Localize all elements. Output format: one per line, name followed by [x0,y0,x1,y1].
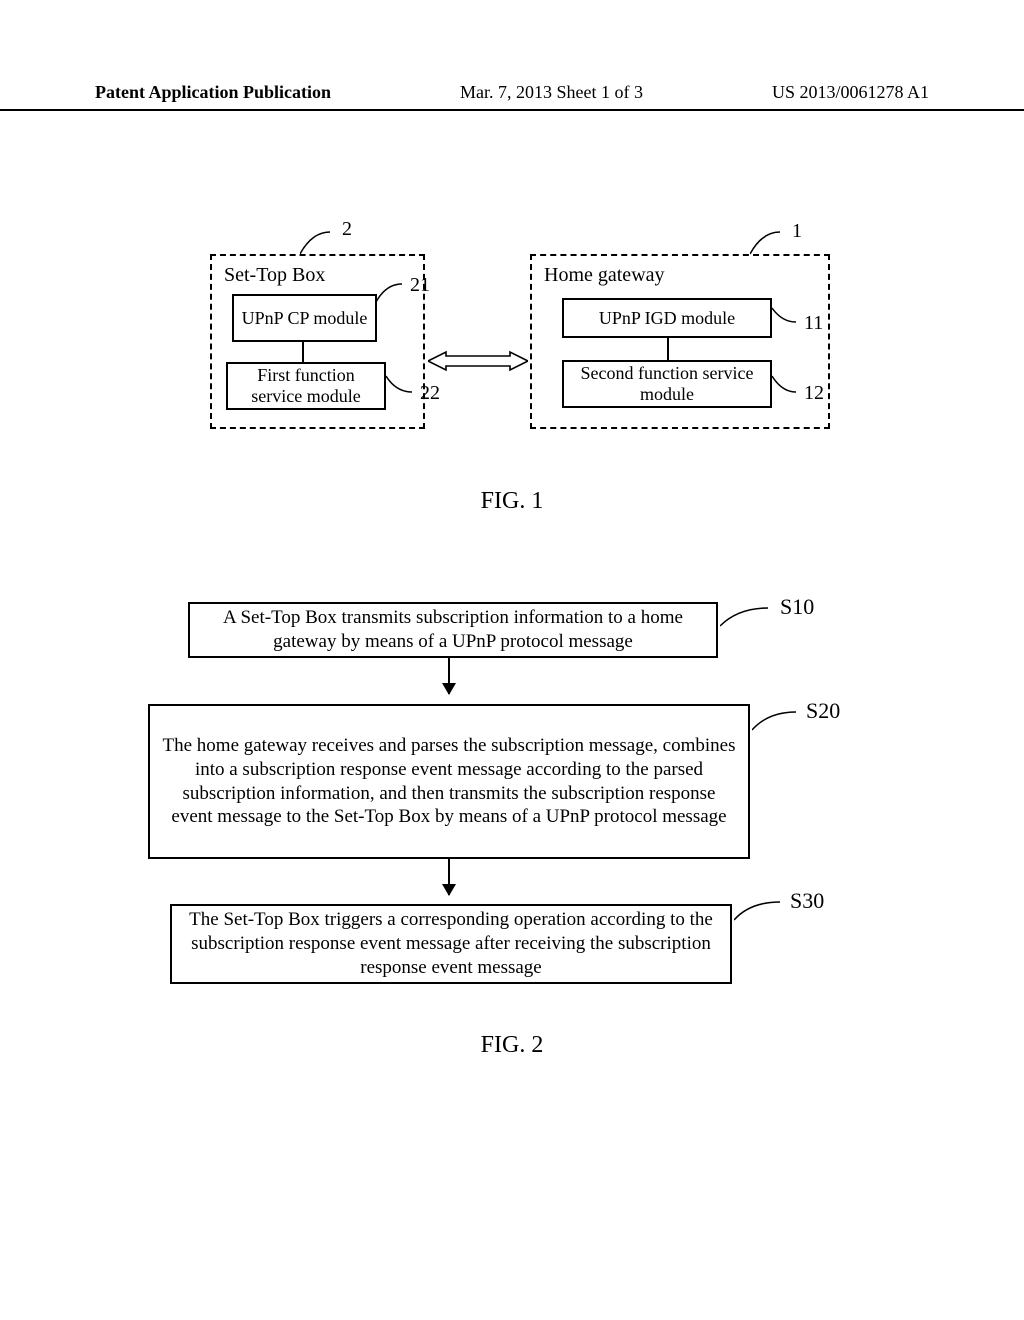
upnp-cp-module: UPnP CP module [232,294,377,342]
callout-curve-icon [376,282,408,306]
step-ref-s20: S20 [806,698,840,724]
header-left: Patent Application Publication [95,82,331,103]
figure-1: Set-Top Box UPnP CP module First functio… [210,232,830,442]
header-center: Mar. 7, 2013 Sheet 1 of 3 [460,82,643,103]
figure-1-label: FIG. 1 [0,488,1024,515]
bidirectional-arrow-icon [428,350,528,372]
connector-line [667,338,669,360]
flow-step-3: The Set-Top Box triggers a corresponding… [170,904,732,984]
callout-curve-icon [386,372,418,396]
callout-curve-icon [752,710,802,734]
ref-label-22: 22 [420,382,440,405]
step-ref-s10: S10 [780,594,814,620]
callout-curve-icon [772,304,802,326]
first-function-service-module: First function service module [226,362,386,410]
set-top-box-container: Set-Top Box UPnP CP module First functio… [210,254,425,429]
second-function-service-module: Second function service module [562,360,772,408]
page-header: Patent Application Publication Mar. 7, 2… [0,82,1024,111]
ref-label-stb: 2 [342,218,352,241]
ref-label-12: 12 [804,382,824,405]
home-gateway-title: Home gateway [532,264,828,287]
ref-label-hg: 1 [792,220,802,243]
callout-curve-icon [300,228,340,258]
callout-curve-icon [720,606,774,630]
arrow-down-icon [448,658,450,694]
callout-curve-icon [772,372,802,396]
home-gateway-container: Home gateway UPnP IGD module Second func… [530,254,830,429]
header-right: US 2013/0061278 A1 [772,82,929,103]
callout-curve-icon [734,900,786,924]
upnp-igd-module: UPnP IGD module [562,298,772,338]
connector-line [302,342,304,362]
step-ref-s30: S30 [790,888,824,914]
ref-label-21: 21 [410,274,430,297]
callout-curve-icon [750,230,790,258]
figure-2-label: FIG. 2 [0,1032,1024,1059]
flow-step-2: The home gateway receives and parses the… [148,704,750,859]
flow-step-1: A Set-Top Box transmits subscription inf… [188,602,718,658]
ref-label-11: 11 [804,312,823,335]
arrow-down-icon [448,859,450,895]
